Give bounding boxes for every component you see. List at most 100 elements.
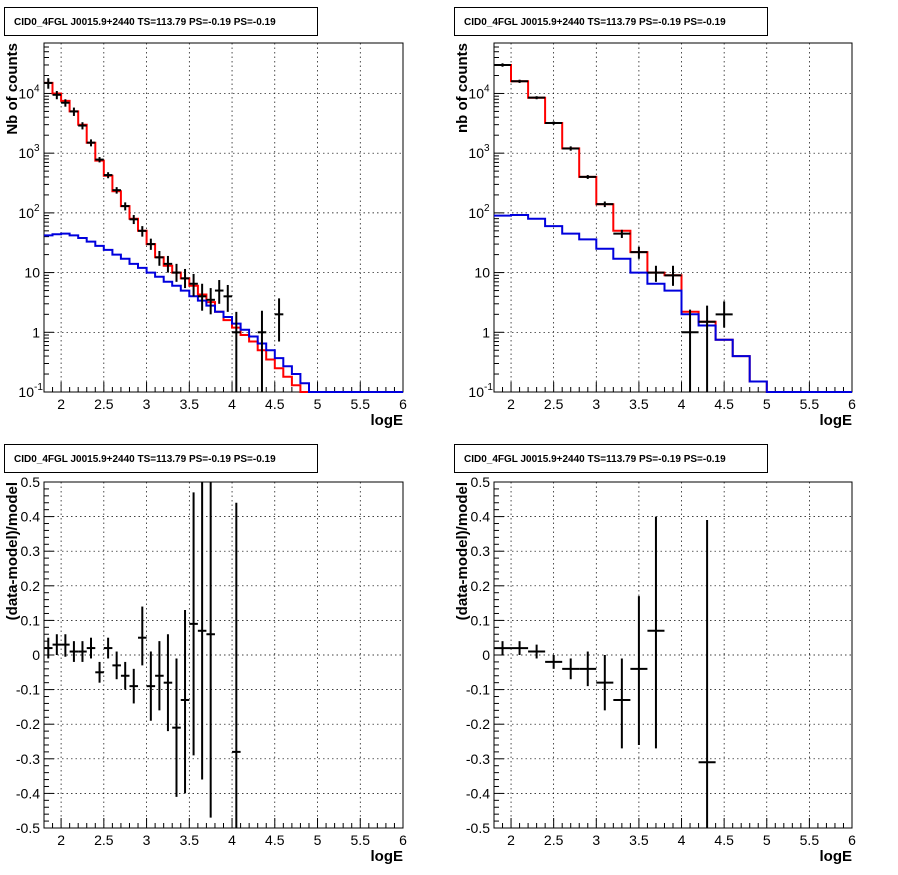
data-point — [528, 644, 546, 659]
y-tick-label: 10 — [18, 384, 34, 400]
data-point — [163, 634, 173, 732]
x-tick-label: 4 — [228, 832, 236, 848]
data-point — [155, 641, 164, 711]
data-point — [44, 78, 53, 89]
data-point — [146, 238, 156, 250]
y-tick-label: 1 — [32, 324, 40, 340]
chart-title-box — [4, 444, 318, 473]
chart-title: CID0_4FGL J0015.9+2440 TS=113.79 PS=-0.1… — [14, 454, 276, 465]
data-point — [129, 668, 139, 704]
chart-panel-3: CID0_4FGL J0015.9+2440 TS=113.79 PS=-0.1… — [4, 444, 407, 865]
y-tick-label: 0.5 — [471, 474, 491, 490]
y-tick-label: -0.2 — [16, 716, 40, 732]
data-point — [214, 280, 224, 304]
data-point — [112, 651, 121, 680]
x-tick-label: 5 — [763, 832, 771, 848]
y-tick-label: 10 — [468, 384, 484, 400]
y-tick-label: 10 — [24, 265, 40, 281]
x-tick-label: 4.5 — [265, 396, 285, 412]
x-tick-label: 3 — [592, 832, 600, 848]
data-point — [664, 265, 682, 286]
data-point — [44, 637, 53, 659]
data-point — [69, 107, 79, 116]
data-point — [155, 250, 164, 266]
x-axis-label: logE — [820, 848, 853, 865]
x-tick-label: 4.5 — [714, 832, 734, 848]
data-point — [206, 482, 215, 818]
data-point — [95, 157, 104, 163]
y-tick-label: 0.2 — [21, 578, 41, 594]
y-tick-label: 10 — [474, 265, 490, 281]
y-tick-label: -0.5 — [466, 820, 490, 836]
x-tick-label: 4.5 — [714, 396, 734, 412]
x-tick-label: 2.5 — [94, 832, 114, 848]
x-tick-label: 3 — [143, 832, 151, 848]
y-tick-label: 10 — [18, 85, 34, 101]
x-tick-label: 4 — [228, 396, 236, 412]
data-point — [715, 301, 733, 328]
data-point — [52, 90, 62, 100]
chart-title-box — [4, 7, 318, 36]
data-point — [180, 610, 190, 794]
data-point — [274, 298, 284, 342]
data-point — [647, 265, 665, 282]
chart-title-box — [454, 444, 768, 473]
data-point — [528, 96, 546, 100]
y-tick-exponent: 2 — [484, 203, 490, 214]
y-tick-label: -0.1 — [466, 682, 490, 698]
plot-frame — [493, 42, 853, 393]
y-tick-label: 0.4 — [471, 509, 491, 525]
data-point — [197, 283, 207, 311]
y-tick-label: -0.4 — [466, 785, 490, 801]
data-point — [579, 651, 597, 687]
x-tick-label: 6 — [399, 396, 407, 412]
data-point — [511, 79, 529, 83]
data-point — [61, 99, 70, 107]
x-axis-label: logE — [820, 412, 853, 429]
data-point — [78, 641, 87, 662]
data-point — [189, 492, 198, 756]
y-tick-label: 0.1 — [21, 612, 41, 628]
x-tick-label: 4 — [678, 832, 686, 848]
y-tick-label: 10 — [18, 205, 34, 221]
x-tick-label: 6 — [399, 832, 407, 848]
y-tick-label: 1 — [482, 324, 490, 340]
data-point — [120, 661, 130, 690]
data-point — [630, 596, 648, 745]
plot-frame — [493, 481, 853, 829]
plot-frame — [43, 42, 404, 393]
y-axis-label: nb of counts — [454, 43, 471, 133]
y-tick-exponent: 2 — [34, 203, 40, 214]
y-tick-exponent: -1 — [484, 382, 493, 393]
data-point — [103, 637, 113, 659]
x-tick-label: 3.5 — [629, 832, 649, 848]
chart-panel-4: CID0_4FGL J0015.9+2440 TS=113.79 PS=-0.1… — [454, 444, 856, 865]
chart-panel-2: CID0_4FGL J0015.9+2440 TS=113.79 PS=-0.1… — [454, 7, 856, 429]
data-point — [232, 311, 241, 392]
data-point — [189, 273, 198, 297]
x-tick-label: 4 — [678, 396, 686, 412]
data-point — [647, 516, 665, 749]
y-tick-exponent: 3 — [484, 143, 490, 154]
data-point — [494, 63, 512, 67]
data-point — [698, 305, 716, 392]
y-tick-label: 10 — [468, 205, 484, 221]
x-tick-label: 5.5 — [800, 832, 820, 848]
data-point — [511, 641, 529, 655]
data-point — [613, 658, 631, 749]
x-tick-label: 2.5 — [544, 396, 564, 412]
data-point — [630, 246, 648, 259]
y-tick-exponent: 4 — [484, 83, 490, 94]
data-point — [197, 482, 207, 780]
data-point — [61, 634, 70, 657]
data-point — [146, 651, 156, 721]
y-tick-label: -0.3 — [466, 751, 490, 767]
data-point — [545, 121, 563, 125]
data-point — [112, 187, 121, 194]
x-tick-label: 4.5 — [265, 832, 285, 848]
x-tick-label: 6 — [848, 832, 856, 848]
data-point — [232, 502, 241, 828]
data-point — [579, 175, 597, 179]
data-point — [698, 520, 716, 828]
y-tick-label: 0.3 — [471, 543, 491, 559]
